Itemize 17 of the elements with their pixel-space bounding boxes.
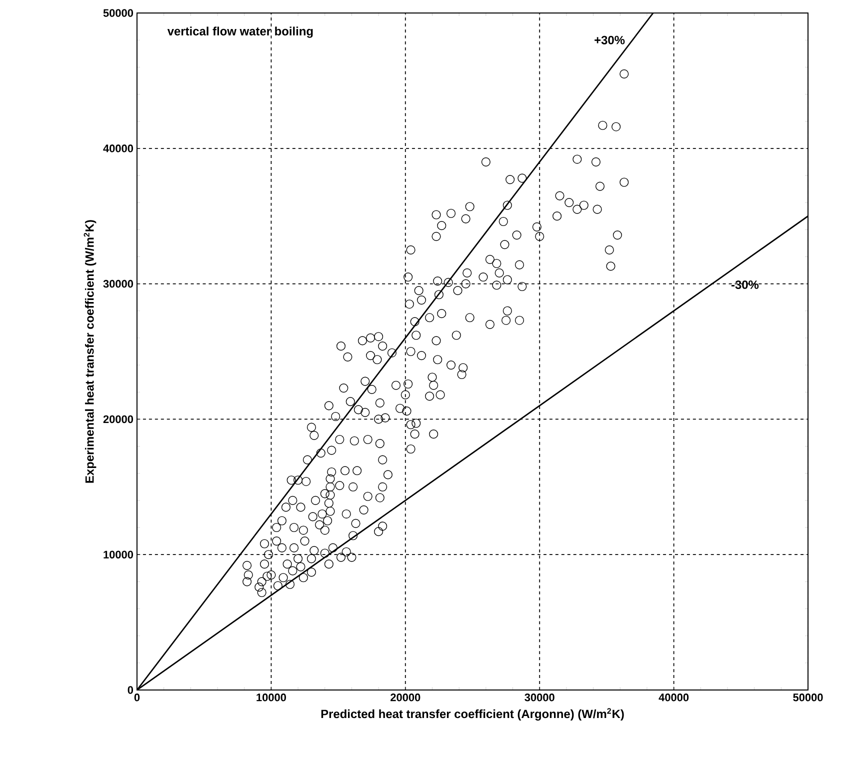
y-tick-label: 30000 [103,280,134,288]
x-tick-label: 50000 [793,694,823,702]
y-axis-title: Experimental heat transfer coefficient (W/m$^{2}$K) [84,220,96,483]
x-tick-label: 20000 [390,694,420,702]
x-axis-title: Predicted heat transfer coefficient (Argonne) (W/m$^{2}$K) [321,708,624,721]
y-tick-label: 0 [128,686,134,694]
annotation: vertical flow water boiling [167,26,313,38]
x-tick-label: 40000 [658,694,689,702]
annotation: +30% [594,36,625,44]
y-tick-label: 50000 [103,9,134,17]
annotation: -30% [731,280,759,289]
x-tick-label: 0 [134,694,140,702]
x-tick-label: 30000 [524,694,554,702]
y-tick-label: 40000 [103,144,134,152]
y-tick-label: 10000 [104,550,134,558]
x-tick-label: 10000 [256,694,286,702]
y-tick-label: 20000 [103,415,134,424]
